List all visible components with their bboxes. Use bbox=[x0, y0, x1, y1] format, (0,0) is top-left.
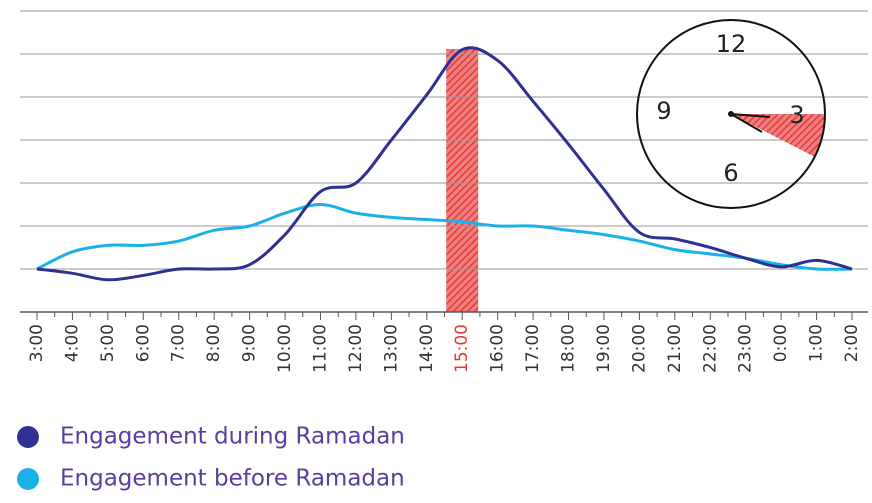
legend-swatch bbox=[17, 468, 39, 490]
clock-hand bbox=[730, 113, 771, 118]
x-tick-label: 20:00 bbox=[629, 324, 649, 373]
x-tick-label: 13:00 bbox=[381, 324, 401, 373]
series-line bbox=[36, 46, 853, 282]
x-tick-label: 17:00 bbox=[523, 324, 543, 373]
x-tick-label: 16:00 bbox=[488, 324, 508, 373]
legend-label: Engagement during Ramadan bbox=[60, 424, 405, 450]
clock-wedge bbox=[731, 114, 826, 157]
x-tick-label: 15:00 bbox=[452, 324, 472, 373]
x-tick-label: 6:00 bbox=[133, 324, 153, 362]
x-tick-label: 11:00 bbox=[310, 324, 330, 373]
clock-number: 3 bbox=[789, 101, 804, 129]
legend-label: Engagement before Ramadan bbox=[60, 466, 405, 492]
x-tick-label: 5:00 bbox=[98, 324, 118, 362]
series-line bbox=[36, 203, 853, 271]
clock-center bbox=[728, 111, 734, 117]
clock-number: 6 bbox=[723, 159, 738, 187]
clock-number: 9 bbox=[656, 97, 671, 125]
x-tick-label: 21:00 bbox=[665, 324, 685, 373]
x-tick-label: 10:00 bbox=[275, 324, 295, 373]
x-tick-label: 12:00 bbox=[346, 324, 366, 373]
x-tick-label: 8:00 bbox=[204, 324, 224, 362]
x-tick-label: 9:00 bbox=[240, 324, 260, 362]
x-tick-label: 14:00 bbox=[417, 324, 437, 373]
x-tick-label: 4:00 bbox=[62, 324, 82, 362]
highlight-band bbox=[446, 49, 479, 312]
x-tick-label: 18:00 bbox=[559, 324, 579, 373]
clock-number: 12 bbox=[716, 30, 747, 58]
x-tick-label: 19:00 bbox=[594, 324, 614, 373]
x-tick-label: 7:00 bbox=[169, 324, 189, 362]
clock-face bbox=[636, 19, 826, 209]
x-tick-label: 1:00 bbox=[807, 324, 827, 362]
x-tick-label: 0:00 bbox=[771, 324, 791, 362]
x-tick-label: 22:00 bbox=[700, 324, 720, 373]
x-tick-label: 2:00 bbox=[842, 324, 862, 362]
x-tick-label: 23:00 bbox=[736, 324, 756, 373]
clock-hand bbox=[730, 113, 763, 133]
x-tick-label: 3:00 bbox=[27, 324, 47, 362]
legend-swatch bbox=[17, 426, 39, 448]
clock: 12 3 6 9 bbox=[636, 19, 826, 209]
